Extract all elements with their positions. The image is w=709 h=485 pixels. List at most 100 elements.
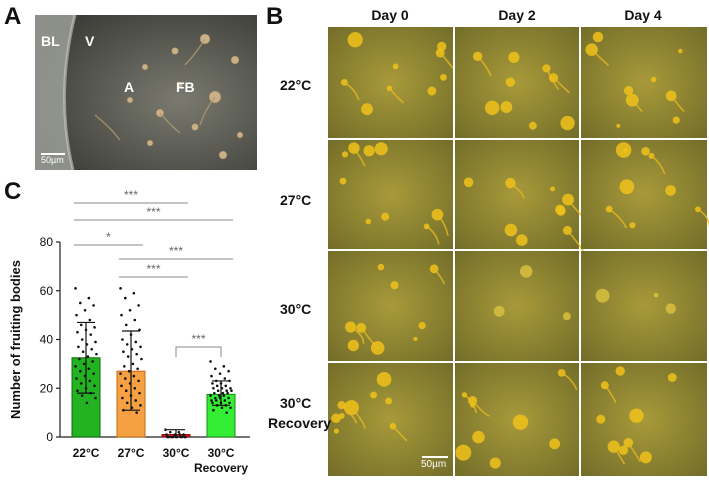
point-3-7 <box>214 379 218 383</box>
point-0-31 <box>93 384 96 388</box>
point-0-32 <box>84 386 88 390</box>
point-0-36 <box>94 396 97 400</box>
point-2-14 <box>175 435 179 439</box>
point-1-31 <box>138 391 141 395</box>
y-tick-label-2: 40 <box>40 333 54 347</box>
sig-label-0: *** <box>124 188 138 202</box>
point-0-10 <box>76 330 79 334</box>
point-0-11 <box>89 333 93 336</box>
point-1-13 <box>139 345 142 349</box>
point-3-16 <box>225 389 228 392</box>
point-1-15 <box>122 350 125 353</box>
row-label-22c: 22°C <box>280 77 312 93</box>
x-tick-label-1-0: 27°C <box>118 446 145 460</box>
point-3-9 <box>219 382 223 385</box>
point-3-29 <box>223 399 227 402</box>
point-1-9 <box>129 333 133 336</box>
point-3-32 <box>219 401 223 405</box>
point-1-30 <box>124 389 128 392</box>
point-3-14 <box>220 386 224 390</box>
point-1-29 <box>133 386 137 390</box>
point-3-13 <box>229 386 232 390</box>
point-3-0 <box>209 360 212 363</box>
point-0-3 <box>92 304 95 307</box>
point-2-6 <box>178 433 182 436</box>
point-0-16 <box>90 347 93 351</box>
point-1-34 <box>134 399 138 402</box>
point-0-17 <box>81 350 85 353</box>
point-3-23 <box>209 394 212 397</box>
point-0-1 <box>87 296 91 300</box>
point-1-36 <box>139 404 142 407</box>
micrograph-tile-r4-c3 <box>581 363 707 476</box>
sig-label-3: *** <box>169 244 183 258</box>
point-3-37 <box>220 406 224 410</box>
point-1-19 <box>131 362 135 366</box>
point-3-34 <box>224 404 228 407</box>
point-0-4 <box>83 308 87 312</box>
point-1-20 <box>123 365 126 368</box>
point-1-3 <box>137 304 140 307</box>
row-label-recovery: Recovery <box>268 415 332 431</box>
point-1-14 <box>130 347 134 351</box>
point-3-30 <box>214 399 218 402</box>
point-1-12 <box>125 343 129 346</box>
point-1-18 <box>140 357 143 361</box>
point-1-28 <box>120 384 123 388</box>
point-1-25 <box>124 377 127 380</box>
point-1-0 <box>119 287 122 290</box>
point-0-25 <box>79 369 82 373</box>
point-0-29 <box>88 379 92 383</box>
point-1-27 <box>128 382 132 385</box>
point-3-28 <box>210 399 213 402</box>
point-1-26 <box>137 379 140 383</box>
panel-a-label-v: V <box>85 33 95 49</box>
panel-a-micrograph <box>35 15 257 170</box>
point-2-2 <box>169 430 172 434</box>
point-0-37 <box>85 401 89 405</box>
point-2-17 <box>171 435 175 439</box>
point-0-9 <box>84 328 88 332</box>
point-0-2 <box>79 301 82 305</box>
point-1-24 <box>132 374 136 378</box>
point-0-8 <box>93 326 96 329</box>
x-tick-label-2-0: 30°C <box>163 446 190 460</box>
panel-a-label-fb: FB <box>176 79 195 95</box>
point-0-19 <box>86 355 90 358</box>
point-3-36 <box>229 406 232 410</box>
sig-label-1: *** <box>146 205 160 219</box>
point-3-2 <box>214 367 217 371</box>
micrograph-tile-r3-c3 <box>581 251 707 361</box>
point-2-13 <box>184 435 187 439</box>
point-1-21 <box>136 367 139 371</box>
point-3-20 <box>213 391 216 395</box>
point-0-14 <box>85 343 89 346</box>
fruiting-bodies-bar-chart: 0 20 40 60 80 Number of fruiting bodies 22°C 27… <box>0 178 262 485</box>
point-3-18 <box>230 389 233 392</box>
point-0-15 <box>77 345 80 349</box>
point-0-22 <box>82 362 86 366</box>
point-0-7 <box>79 323 83 327</box>
point-1-23 <box>119 372 122 375</box>
point-1-38 <box>122 408 125 412</box>
point-0-35 <box>80 394 84 397</box>
panel-c-letter: C <box>4 178 22 205</box>
point-3-12 <box>215 384 219 388</box>
x-tick-label-0-0: 22°C <box>73 446 100 460</box>
x-tick-label-3-1: Recovery <box>194 461 248 475</box>
point-0-24 <box>87 367 91 371</box>
y-tick-label-1: 20 <box>40 381 54 395</box>
point-2-1 <box>177 430 181 434</box>
panel-a-scale-bar <box>41 153 65 155</box>
point-3-21 <box>226 391 229 395</box>
micrograph-tile-r2-c2 <box>455 140 585 253</box>
point-1-39 <box>135 411 138 414</box>
point-2-0 <box>164 428 167 431</box>
point-2-16 <box>180 435 183 439</box>
point-3-10 <box>211 382 214 385</box>
point-1-6 <box>133 318 137 322</box>
point-1-8 <box>138 328 141 332</box>
point-3-6 <box>223 377 227 380</box>
point-3-24 <box>222 394 226 397</box>
point-3-35 <box>215 404 219 407</box>
